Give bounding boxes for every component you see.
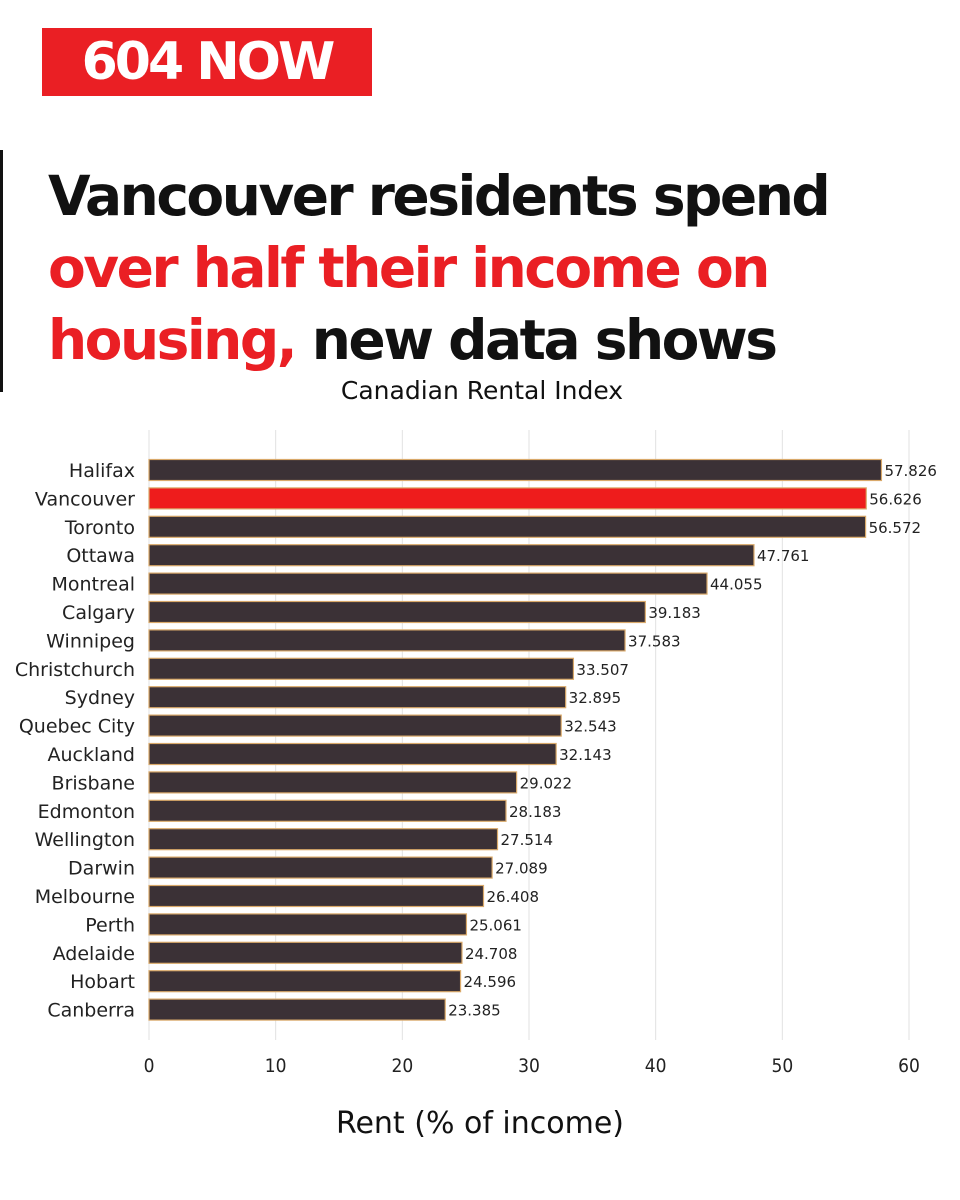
value-label-brisbane: 29.022: [520, 774, 573, 792]
value-label-christchurch: 33.507: [576, 661, 629, 679]
category-label-brisbane: Brisbane: [52, 772, 135, 794]
brand-logo-text: 604 NOW: [81, 32, 336, 92]
category-label-darwin: Darwin: [68, 858, 135, 880]
bar-darwin: [148, 856, 493, 879]
category-label-auckland: Auckland: [47, 744, 135, 766]
bar-toronto: [148, 515, 867, 538]
x-axis-label: Rent (% of income): [335, 1106, 625, 1141]
bar-winnipeg: [148, 629, 626, 652]
value-label-halifax: 57.826: [884, 462, 937, 480]
category-label-calgary: Calgary: [62, 602, 135, 624]
value-label-auckland: 32.143: [559, 746, 612, 764]
category-label-melbourne: Melbourne: [35, 886, 135, 908]
value-label-perth: 25.061: [469, 916, 522, 934]
headline-line-3: housing, new data shows: [48, 304, 948, 376]
headline-line-3-black: new data shows: [295, 308, 778, 372]
bar-melbourne: [148, 884, 485, 908]
bar-perth: [148, 913, 468, 936]
value-label-toronto: 56.572: [869, 519, 922, 537]
category-label-quebec-city: Quebec City: [19, 716, 135, 738]
value-label-canberra: 23.385: [448, 1002, 501, 1020]
headline-line-2: over half their income on: [48, 236, 770, 300]
x-tick-label-50: 50: [771, 1055, 793, 1077]
value-label-ottawa: 47.761: [757, 547, 810, 565]
value-label-calgary: 39.183: [648, 604, 701, 622]
value-label-edmonton: 28.183: [509, 803, 562, 821]
category-label-edmonton: Edmonton: [38, 801, 135, 823]
bar-calgary: [148, 600, 646, 624]
category-label-hobart: Hobart: [70, 971, 135, 993]
value-label-wellington: 27.514: [501, 831, 554, 849]
value-label-melbourne: 26.408: [487, 888, 540, 906]
value-label-sydney: 32.895: [569, 689, 622, 707]
value-label-quebec-city: 32.543: [564, 718, 617, 736]
bar-edmonton: [148, 799, 507, 822]
chart-title: Canadian Rental Index: [340, 376, 624, 405]
category-label-perth: Perth: [85, 914, 135, 936]
category-label-montreal: Montreal: [51, 574, 135, 596]
category-label-christchurch: Christchurch: [15, 659, 135, 681]
category-label-adelaide: Adelaide: [53, 943, 135, 965]
bar-quebec-city: [148, 714, 562, 737]
category-label-ottawa: Ottawa: [66, 545, 135, 567]
x-tick-label-20: 20: [391, 1055, 413, 1077]
value-label-darwin: 27.089: [495, 860, 548, 878]
bar-adelaide: [148, 941, 463, 964]
bar-hobart: [148, 970, 462, 993]
x-tick-label-40: 40: [645, 1055, 667, 1077]
category-label-toronto: Toronto: [64, 517, 135, 539]
bar-ottawa: [148, 544, 755, 567]
category-label-wellington: Wellington: [35, 829, 135, 851]
bar-wellington: [148, 828, 499, 851]
value-label-winnipeg: 37.583: [628, 632, 681, 650]
bar-brisbane: [148, 771, 518, 794]
x-tick-label-30: 30: [518, 1055, 540, 1077]
headline: Vancouver residents spend over half thei…: [48, 160, 948, 376]
bar-vancouver: [148, 487, 867, 510]
x-tick-label-10: 10: [265, 1055, 287, 1077]
category-label-halifax: Halifax: [69, 460, 135, 482]
category-label-winnipeg: Winnipeg: [46, 630, 135, 652]
value-label-vancouver: 56.626: [869, 490, 922, 508]
x-tick-label-60: 60: [898, 1055, 920, 1077]
value-label-adelaide: 24.708: [465, 945, 518, 963]
bar-auckland: [148, 742, 557, 766]
bar-montreal: [148, 572, 708, 595]
bar-canberra: [148, 998, 446, 1021]
value-label-hobart: 24.596: [464, 973, 516, 991]
value-label-montreal: 44.055: [710, 576, 763, 594]
category-label-sydney: Sydney: [65, 687, 135, 709]
bar-sydney: [148, 686, 567, 709]
headline-line-3-red: housing,: [48, 308, 298, 372]
category-label-vancouver: Vancouver: [35, 488, 135, 510]
x-tick-label-0: 0: [144, 1055, 155, 1077]
brand-logo: 604 NOW: [42, 28, 372, 96]
bar-halifax: [148, 458, 883, 482]
bar-christchurch: [148, 657, 575, 680]
category-label-canberra: Canberra: [47, 1000, 135, 1022]
headline-accent-rule: [0, 150, 3, 392]
headline-line-1: Vancouver residents spend: [48, 164, 831, 228]
